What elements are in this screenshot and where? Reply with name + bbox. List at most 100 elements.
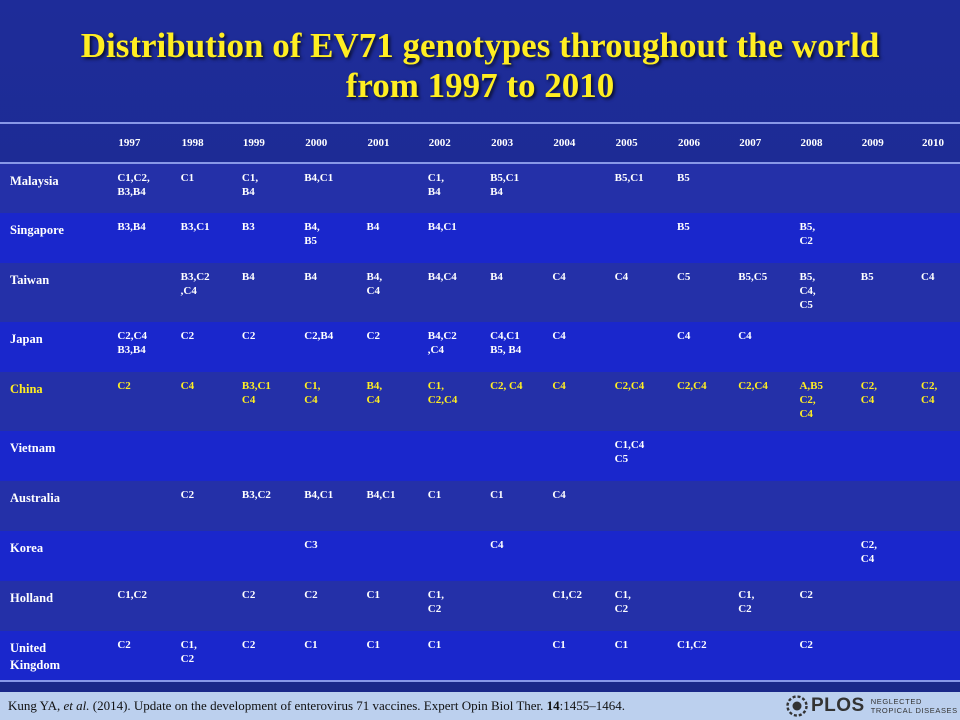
genotype-cell: C1,C2 (676, 639, 707, 651)
genotype-cell: B3,C1 (180, 221, 210, 233)
citation-volume: 14 (546, 698, 560, 713)
genotype-cell: B4,C4 (427, 271, 457, 283)
genotype-cell: C1,C2, B3,B4 (117, 172, 150, 198)
genotype-cell: C4 (490, 539, 504, 551)
genotype-cell (794, 431, 855, 481)
genotype-cell: B4, C4 (366, 271, 383, 297)
logo-wordmark: PLOS (811, 695, 865, 716)
genotype-cell (176, 531, 237, 581)
genotype-cell: A,B5 C2, C4 (799, 380, 824, 420)
genotype-cell (916, 581, 960, 631)
genotype-cell: B4,C1 (427, 221, 457, 233)
genotype-cell: C4 (552, 380, 566, 392)
citation-author: Kung YA, (8, 698, 64, 713)
genotype-cell (856, 631, 916, 681)
genotype-cell (916, 631, 960, 681)
genotype-cell (733, 213, 794, 263)
genotype-cell: C1,C2 (117, 589, 147, 601)
table-row: Taiwan B3,C2 ,C4 B4 B4 B4, C4 B4,C4 B4 C4 C4 C5 B5… (0, 263, 960, 322)
genotype-cell: C4 (552, 489, 566, 501)
genotype-cell: C1 (490, 489, 504, 501)
genotype-cell (485, 631, 547, 681)
country-label: Australia (10, 491, 60, 505)
genotype-cell: B5,C1 B4 (490, 172, 520, 198)
year-header: 2009 (855, 122, 916, 164)
genotype-cell: C1, C2 (180, 639, 197, 665)
genotype-cell: C4 (614, 271, 629, 283)
genotype-table-container: 1997 1998 1999 2000 2001 2002 2003 2004 2005 2006… (0, 122, 960, 682)
year-header: 2010 (916, 122, 960, 164)
genotype-cell: C2,C4 (738, 380, 768, 392)
genotype-cell (485, 213, 547, 263)
genotype-cell (610, 322, 672, 372)
genotype-cell (547, 163, 609, 213)
genotype-cell: B4 (490, 271, 503, 283)
genotype-cell: C2 (241, 330, 256, 342)
title-line-2: from 1997 to 2010 (345, 66, 615, 105)
genotype-cell (916, 163, 960, 213)
genotype-cell: C2 (241, 639, 256, 651)
genotype-cell: B3,C2 ,C4 (180, 271, 210, 297)
genotype-cell: B4,C2 ,C4 (427, 330, 457, 356)
genotype-cell (733, 531, 794, 581)
genotype-cell: B5, C2 (799, 221, 816, 247)
genotype-cell: B5,C5 (738, 271, 768, 283)
country-label: Taiwan (10, 273, 50, 287)
genotype-cell (733, 431, 794, 481)
year-header: 2006 (671, 122, 734, 164)
genotype-cell: B5, C4, C5 (799, 271, 816, 311)
citation-pages: :1455–1464. (559, 698, 626, 713)
genotype-cell: C1, C4 (304, 380, 321, 406)
genotype-cell (794, 481, 855, 531)
genotype-cell (856, 481, 916, 531)
genotype-cell: C1, B4 (427, 172, 444, 198)
country-label: Holland (10, 591, 54, 605)
title-line-1: Distribution of EV71 genotypes throughou… (80, 26, 880, 65)
citation-title: (2014). Update on the development of ent… (89, 698, 547, 713)
year-header: 1998 (175, 122, 237, 164)
genotype-cell: C2 (180, 489, 195, 501)
genotype-cell: C4 (921, 271, 935, 283)
genotype-cell: B4, C4 (366, 380, 383, 406)
table-row: United Kingdom C2 C1, C2 C2 C1 C1 C1 C1 C1 C1,C2 C… (0, 631, 960, 681)
year-header: 1999 (236, 122, 300, 164)
country-label: Vietnam (10, 441, 56, 455)
genotype-cell (610, 481, 672, 531)
genotype-cell: C2 (799, 589, 813, 601)
genotype-cell (794, 322, 855, 372)
genotype-cell (112, 431, 175, 481)
genotype-cell (362, 531, 423, 581)
genotype-cell: C5 (676, 271, 691, 283)
genotype-cell: C1, C2 (427, 589, 444, 615)
year-header: 2008 (794, 122, 856, 164)
year-header: 2003 (485, 122, 548, 164)
genotype-cell (237, 431, 299, 481)
citation-etal: et al. (63, 698, 90, 713)
year-header: 2000 (299, 122, 362, 164)
genotype-cell: C1 (427, 639, 442, 651)
genotype-cell (856, 581, 916, 631)
country-label: Singapore (10, 223, 64, 237)
genotype-cell (547, 213, 609, 263)
year-header: 2004 (547, 122, 610, 164)
genotype-cell: C1 (366, 639, 380, 651)
genotype-cell: B4,C1 (304, 489, 334, 501)
genotype-cell: B3 (241, 221, 255, 233)
year-header: 2001 (361, 122, 423, 164)
genotype-cell (856, 431, 916, 481)
genotype-cell: C1 (304, 639, 318, 651)
citation: Kung YA, et al. (2014). Update on the de… (8, 698, 625, 714)
table-row: Japan C2,C4 B3,B4 C2 C2 C2,B4 C2 B4,C2 ,C4 C4,C… (0, 322, 960, 372)
genotype-cell: C2,C4 B3,B4 (117, 330, 147, 356)
genotype-cell (672, 531, 733, 581)
genotype-cell (672, 481, 733, 531)
genotype-cell: B4 (304, 271, 318, 283)
year-header-row: 1997 1998 1999 2000 2001 2002 2003 2004 2005 2006… (0, 122, 960, 164)
genotype-cell: C4 (552, 271, 566, 283)
year-header: 2007 (733, 122, 795, 164)
genotype-cell: C4 (738, 330, 752, 342)
genotype-cell (299, 431, 361, 481)
genotype-cell (610, 531, 672, 581)
genotype-cell: C2,C4 (676, 380, 707, 392)
